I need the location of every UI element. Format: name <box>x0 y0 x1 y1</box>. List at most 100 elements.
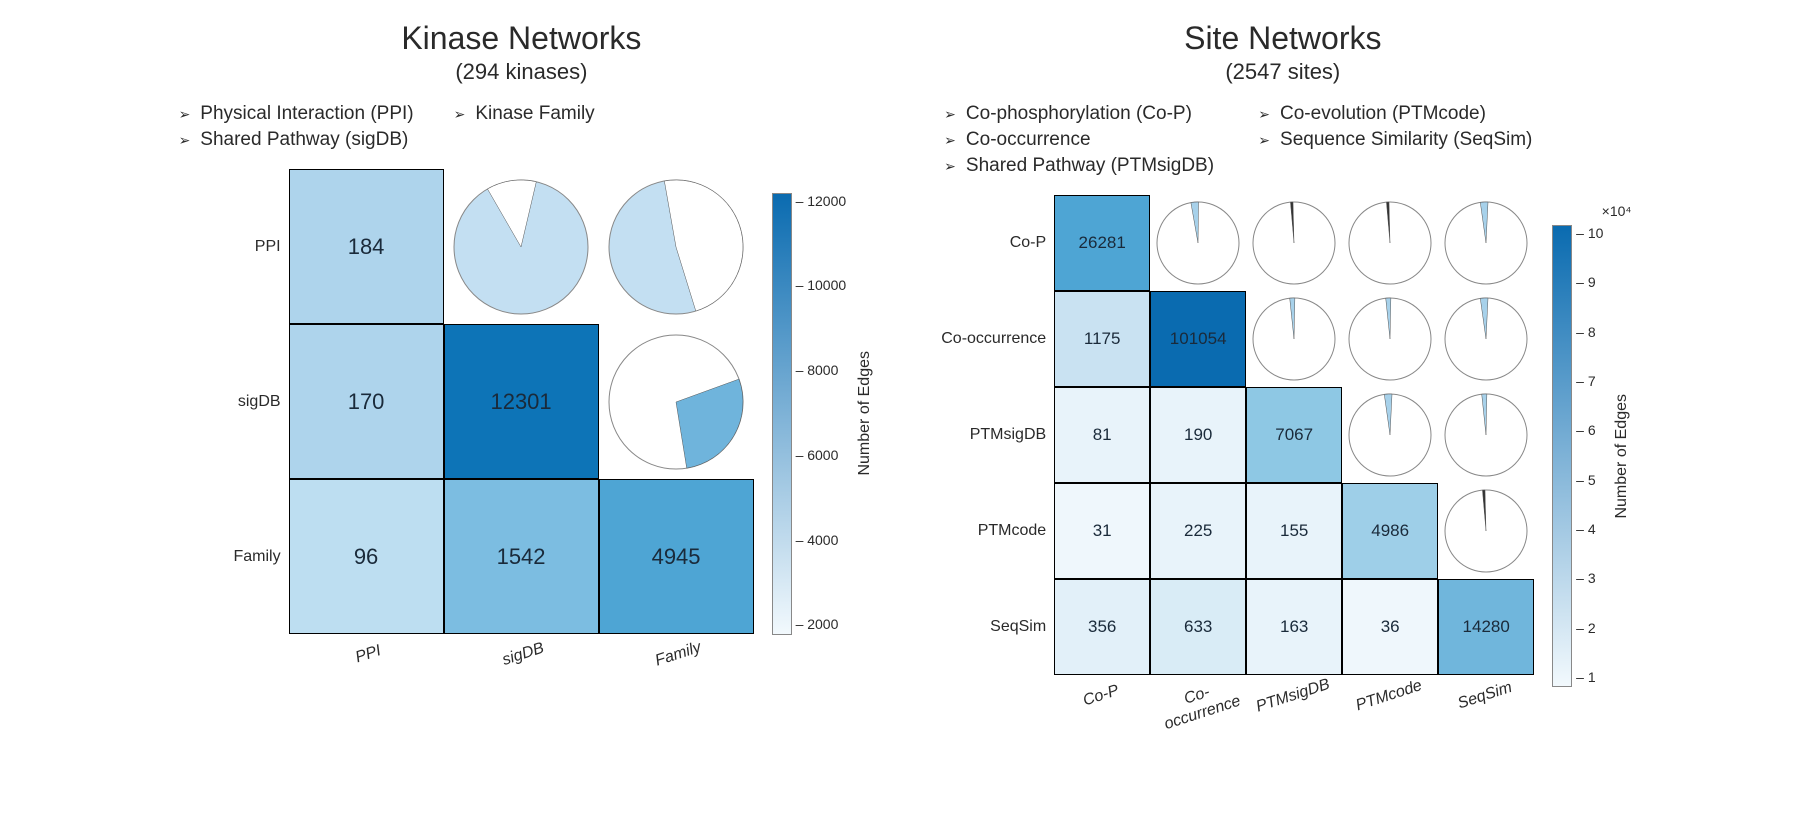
matrix-cell: 36 <box>1342 579 1438 675</box>
colorbar-tick: – 4 <box>1576 521 1603 537</box>
kinase-panel: Kinase Networks (294 kinases) ➢ Physical … <box>169 20 875 717</box>
matrix-row-label: SeqSim <box>934 579 1054 675</box>
matrix-cell: 155 <box>1246 483 1342 579</box>
matrix-cell: 14280 <box>1438 579 1534 675</box>
pie-icon <box>1156 201 1240 285</box>
matrix-pie-cell <box>1438 195 1534 291</box>
matrix-cell: 225 <box>1150 483 1246 579</box>
matrix-cell: 96 <box>289 479 444 634</box>
matrix-cell: 81 <box>1054 387 1150 483</box>
matrix-pie-cell <box>599 169 754 324</box>
bullet-item: ➢Shared Pathway (PTMsigDB) <box>944 155 1218 177</box>
pie-icon <box>1348 297 1432 381</box>
matrix-cell: 4986 <box>1342 483 1438 579</box>
bullet-arrow-icon: ➢ <box>179 132 191 149</box>
bullet-text: Sequence Similarity (SeqSim) <box>1280 129 1532 151</box>
kinase-colorbar: – 12000– 10000– 8000– 6000– 4000– 2000 N… <box>772 193 875 635</box>
bullet-item: ➢ Kinase Family <box>454 103 689 125</box>
colorbar-tick: – 10 <box>1576 225 1603 241</box>
matrix-cell: 1175 <box>1054 291 1150 387</box>
colorbar-exponent: ×10⁴ <box>1602 203 1632 219</box>
pie-icon <box>1348 201 1432 285</box>
matrix-cell: 190 <box>1150 387 1246 483</box>
colorbar-title: Number of Edges <box>1613 394 1631 519</box>
matrix-pie-cell <box>1438 483 1534 579</box>
bullet-item: ➢Co-evolution (PTMcode) <box>1258 103 1532 125</box>
pie-icon <box>1348 393 1432 477</box>
bullet-arrow-icon: ➢ <box>454 106 466 123</box>
matrix-pie-cell <box>1342 195 1438 291</box>
pie-icon <box>608 179 744 315</box>
colorbar-tick: – 8 <box>1576 324 1603 340</box>
bullet-arrow-icon: ➢ <box>179 106 191 123</box>
kinase-chart-wrap: PPI184sigDB17012301Family9615424945PPIsi… <box>169 169 875 658</box>
bullet-text: Shared Pathway (PTMsigDB) <box>966 155 1214 177</box>
matrix-cell: 12301 <box>444 324 599 479</box>
bullet-text: Co-evolution (PTMcode) <box>1280 103 1486 125</box>
pie-icon <box>1444 489 1528 573</box>
bullet-arrow-icon: ➢ <box>1258 132 1270 149</box>
matrix-col-label: Co-occurrence <box>1149 673 1251 737</box>
matrix-cell: 7067 <box>1246 387 1342 483</box>
bullet-item <box>454 129 689 151</box>
matrix-pie-cell <box>1150 195 1246 291</box>
colorbar-gradient <box>772 193 792 635</box>
pie-icon <box>1444 297 1528 381</box>
bullet-item: ➢ Physical Interaction (PPI) <box>179 103 414 125</box>
colorbar-gradient <box>1552 225 1572 687</box>
colorbar-tick: – 2 <box>1576 620 1603 636</box>
kinase-title: Kinase Networks <box>401 20 641 57</box>
matrix-row-label: Co-P <box>934 195 1054 291</box>
matrix-row-label: Co-occurrence <box>934 291 1054 387</box>
colorbar-tick: – 7 <box>1576 373 1603 389</box>
matrix-col-label: PTMcode <box>1341 673 1443 737</box>
kinase-matrix: PPI184sigDB17012301Family9615424945PPIsi… <box>169 169 754 658</box>
matrix-row-label: PPI <box>169 169 289 324</box>
matrix-pie-cell <box>1438 291 1534 387</box>
bullet-arrow-icon: ➢ <box>944 132 956 149</box>
colorbar-tick: – 12000 <box>796 193 847 209</box>
colorbar-tick: – 4000 <box>796 532 847 548</box>
bullet-text: Co-phosphorylation (Co-P) <box>966 103 1192 125</box>
pie-icon <box>1252 201 1336 285</box>
colorbar-tick: – 9 <box>1576 274 1603 290</box>
colorbar-ticks: – 10– 9– 8– 7– 6– 5– 4– 3– 2– 1 <box>1576 225 1603 685</box>
site-colorbar: ×10⁴ – 10– 9– 8– 7– 6– 5– 4– 3– 2– 1 Num… <box>1552 225 1631 687</box>
matrix-pie-cell <box>1342 291 1438 387</box>
bullet-item: ➢ Sequence Similarity (SeqSim) <box>1258 129 1532 151</box>
bullet-item: ➢ Co-occurrence <box>944 129 1218 151</box>
matrix-cell: 26281 <box>1054 195 1150 291</box>
site-matrix: Co-P26281Co-occurrence1175101054PTMsigDB… <box>934 195 1534 717</box>
matrix-row-label: Family <box>169 479 289 634</box>
colorbar-ticks: – 12000– 10000– 8000– 6000– 4000– 2000 <box>796 193 847 633</box>
matrix-pie-cell <box>444 169 599 324</box>
matrix-cell: 184 <box>289 169 444 324</box>
bullet-arrow-icon: ➢ <box>944 106 956 123</box>
pie-icon <box>1252 297 1336 381</box>
colorbar-tick: – 1 <box>1576 669 1603 685</box>
pie-icon <box>1444 393 1528 477</box>
matrix-cell: 633 <box>1150 579 1246 675</box>
site-bullet-list: ➢Co-phosphorylation (Co-P)➢Co-evolution … <box>934 103 1532 177</box>
matrix-col-label: Co-P <box>1053 673 1155 737</box>
matrix-pie-cell <box>1342 387 1438 483</box>
bullet-text: Physical Interaction (PPI) <box>200 103 413 125</box>
pie-icon <box>453 179 589 315</box>
bullet-text: Co-occurrence <box>966 129 1091 151</box>
kinase-bullet-list: ➢ Physical Interaction (PPI) ➢ Kinase Famil… <box>169 103 689 151</box>
matrix-cell: 356 <box>1054 579 1150 675</box>
matrix-col-label: PTMsigDB <box>1245 673 1347 737</box>
matrix-row-label: PTMsigDB <box>934 387 1054 483</box>
matrix-pie-cell <box>1438 387 1534 483</box>
bullet-text: Kinase Family <box>475 103 594 125</box>
colorbar-tick: – 6000 <box>796 447 847 463</box>
colorbar-tick: – 3 <box>1576 570 1603 586</box>
site-chart-wrap: Co-P26281Co-occurrence1175101054PTMsigDB… <box>934 195 1631 717</box>
site-panel: Site Networks (2547 sites) ➢Co-phosphory… <box>934 20 1631 717</box>
figure-container: Kinase Networks (294 kinases) ➢ Physical … <box>20 20 1780 717</box>
matrix-row-label: sigDB <box>169 324 289 479</box>
kinase-subtitle: (294 kinases) <box>455 59 587 85</box>
pie-icon <box>1444 201 1528 285</box>
matrix-cell: 4945 <box>599 479 754 634</box>
bullet-item <box>1258 155 1532 177</box>
